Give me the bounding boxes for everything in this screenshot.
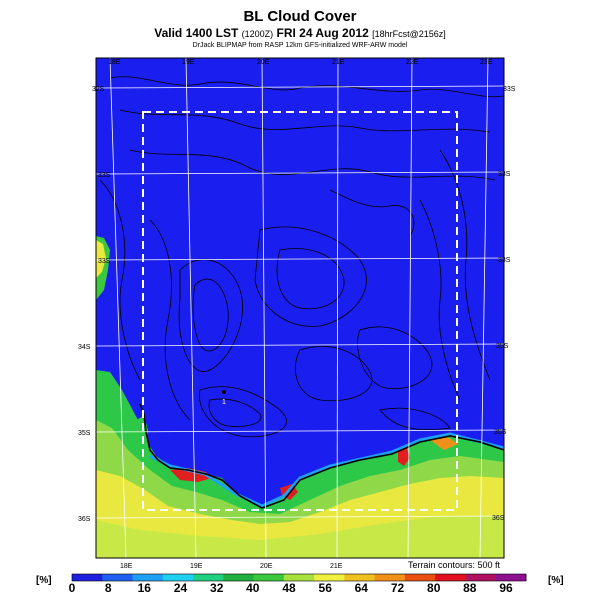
- lon-label-bottom: 20E: [260, 563, 273, 570]
- lat-label-right: 33S: [503, 86, 516, 93]
- lat-label-right: 35S: [496, 343, 509, 350]
- lon-label-top: 20E: [257, 59, 270, 66]
- terrain-contours: [99, 76, 504, 438]
- map-subtitle: Valid 1400 LST (1200Z) FRI 24 Aug 2012 […: [0, 26, 600, 40]
- point-marker: [222, 390, 226, 394]
- lat-label-right: 33S: [498, 257, 511, 264]
- lon-label-top: 23E: [480, 59, 493, 66]
- lon-labels-bottom: 18E 19E 20E 21E: [120, 563, 343, 570]
- colorbar-swatch: [465, 574, 497, 581]
- colorbar: [71, 573, 527, 582]
- lat-label-left: 32S: [92, 86, 105, 93]
- colorbar-tick-label: 24: [174, 581, 188, 595]
- lat-label-right: 35S: [494, 429, 507, 436]
- colorbar-tick-label: 88: [463, 581, 477, 595]
- map-title: BL Cloud Cover: [243, 8, 357, 25]
- lon-label-bottom: 18E: [120, 563, 133, 570]
- colorbar-swatch: [193, 574, 224, 581]
- colorbar-tick-label: 72: [391, 581, 405, 595]
- colorbar-swatch: [132, 574, 164, 581]
- terrain-contour-note: Terrain contours: 500 ft: [408, 560, 501, 570]
- model-credit: DrJack BLIPMAP from RASP 12km GFS-initia…: [192, 42, 408, 49]
- lat-label-left: 34S: [78, 344, 91, 351]
- lat-labels-left: 32S 33S 33S 34S 35S 36S: [78, 86, 111, 523]
- colorbar-tick-label: 16: [138, 581, 152, 595]
- colorbar-tick-label: 56: [319, 581, 333, 595]
- lon-label-top: 21E: [332, 59, 345, 66]
- lon-label-top: 19E: [182, 59, 195, 66]
- colorbar-tick-label: 80: [427, 581, 441, 595]
- colorbar-swatch: [314, 574, 345, 581]
- colorbar-swatch: [435, 574, 466, 581]
- colorbar-tick-label: 64: [355, 581, 369, 595]
- colorbar-swatch: [102, 574, 134, 581]
- colorbar-frame: [71, 573, 527, 582]
- colorbar-tick-label: 96: [499, 581, 513, 595]
- cloud-peak-1: [170, 468, 212, 482]
- forecast-domain-box: [142, 111, 458, 511]
- colorbar-swatch: [223, 574, 255, 581]
- lat-label-left: 33S: [98, 258, 111, 265]
- colorbar-swatch: [374, 574, 406, 581]
- colorbar-swatch: [162, 574, 194, 581]
- lon-labels-top: 18E 19E 20E 21E 22E 23E: [108, 59, 493, 66]
- lon-label-top: 22E: [406, 59, 419, 66]
- colorbar-tick-label: 0: [69, 581, 76, 595]
- lat-label-left: 33S: [98, 172, 111, 179]
- lon-label-top: 18E: [108, 59, 121, 66]
- colorbar-swatch: [344, 574, 376, 581]
- colorbar-tick-label: 48: [282, 581, 296, 595]
- point-label: 1: [222, 399, 226, 406]
- utc-time: (1200Z): [241, 29, 274, 39]
- lat-lon-grid: [96, 58, 504, 558]
- colorbar-swatch: [283, 574, 315, 581]
- lat-labels-right: 33S 33S 33S 35S 35S 36S: [492, 86, 516, 522]
- colorbar-unit-left: [%]: [36, 575, 52, 586]
- lat-label-right: 33S: [498, 171, 511, 178]
- colorbar-unit-right: [%]: [548, 575, 564, 586]
- colorbar-tick-labels: 0 8 16 24 32 40 48 56 64 72 80 88 96: [69, 581, 513, 595]
- map-border: [95, 57, 505, 559]
- lat-label-left: 35S: [78, 430, 91, 437]
- colorbar-swatch: [253, 574, 285, 581]
- colorbar-swatch: [404, 574, 436, 581]
- colorbar-swatch: [72, 574, 103, 581]
- cloud-patch-west: [96, 240, 106, 278]
- colorbar-tick-label: 8: [105, 581, 112, 595]
- cloud-field-south: [96, 516, 504, 558]
- cloud-peak-4: [430, 436, 458, 450]
- lat-label-right: 36S: [492, 515, 505, 522]
- lat-label-left: 36S: [78, 516, 91, 523]
- lon-label-bottom: 21E: [330, 563, 343, 570]
- coastline: [139, 403, 504, 509]
- valid-date: FRI 24 Aug 2012: [276, 26, 369, 40]
- colorbar-tick-label: 40: [246, 581, 260, 595]
- colorbar-swatch: [495, 574, 527, 581]
- valid-time: Valid 1400 LST: [154, 26, 239, 40]
- lon-label-bottom: 19E: [190, 563, 203, 570]
- forecast-info: [18hrFcst@2156z]: [372, 29, 446, 39]
- colorbar-tick-label: 32: [210, 581, 224, 595]
